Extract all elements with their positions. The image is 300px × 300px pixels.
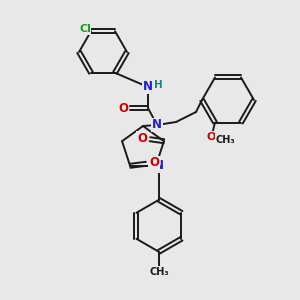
Text: CH₃: CH₃: [149, 267, 169, 277]
Text: N: N: [154, 159, 164, 172]
Text: Cl: Cl: [79, 24, 91, 34]
Text: O: O: [118, 101, 128, 115]
Text: H: H: [154, 80, 162, 90]
Text: O: O: [206, 131, 216, 142]
Text: N: N: [143, 80, 153, 94]
Text: CH₃: CH₃: [215, 134, 235, 145]
Text: O: O: [137, 132, 147, 145]
Text: O: O: [149, 156, 159, 169]
Text: N: N: [152, 118, 162, 131]
